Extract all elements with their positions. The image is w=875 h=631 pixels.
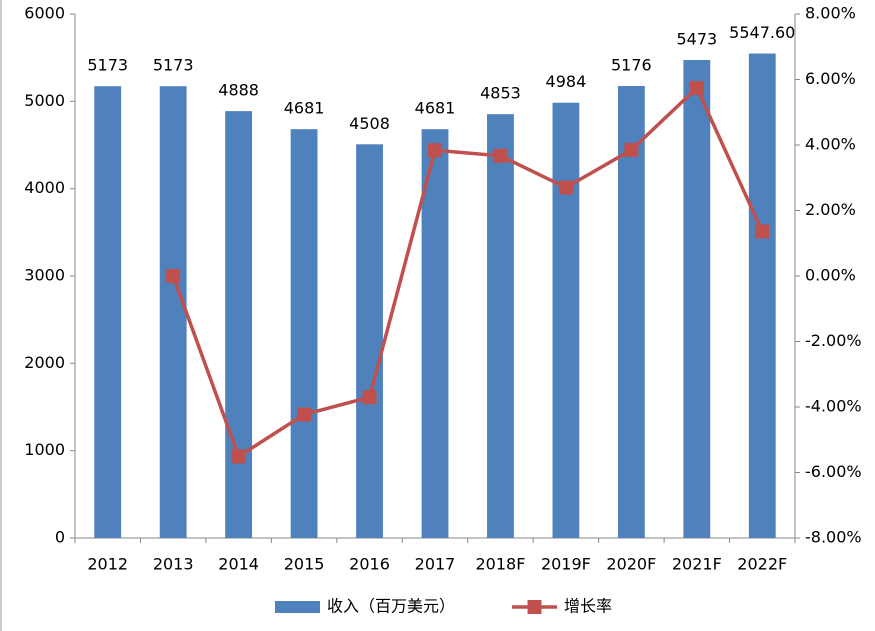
line-marker [624, 142, 639, 157]
y-tick-label: 0 [55, 528, 65, 547]
y2-tick-label: -2.00% [805, 331, 862, 350]
y2-tick-label: 4.00% [805, 135, 856, 154]
line-marker [428, 143, 442, 158]
line [171, 85, 764, 460]
y2-tick-label: 2.00% [805, 200, 856, 219]
line-marker [297, 407, 312, 422]
y-tick-label: 3000 [24, 266, 65, 285]
bar-value-label: 4888 [218, 81, 259, 100]
y2-tick-label: 6.00% [805, 69, 856, 88]
x-tick-label: 2016 [349, 555, 390, 574]
y-tick-label: 6000 [24, 4, 65, 23]
y2-tick-label: 8.00% [805, 4, 856, 23]
bar [617, 85, 645, 538]
bar-value-label: 5173 [153, 56, 194, 75]
legend-swatch-marker [527, 600, 542, 614]
x-tick-label: 2013 [153, 555, 194, 574]
line-marker [231, 449, 246, 464]
y2-tick-label: 0.00% [805, 266, 856, 285]
bar-value-label: 4853 [480, 84, 521, 103]
bar-value-label: 5176 [611, 55, 652, 74]
bar-value-label: 5473 [676, 30, 717, 49]
bar [748, 53, 776, 538]
bar [487, 114, 514, 539]
line-marker [558, 180, 573, 195]
y2-tick-label: -8.00% [805, 528, 862, 547]
y-tick-label: 4000 [24, 178, 65, 197]
x-tick-label: 2012 [87, 555, 128, 574]
y-tick-label: 2000 [24, 353, 65, 372]
y-tick-label: 5000 [24, 91, 65, 110]
bar-value-label: 5547.60 [729, 23, 795, 42]
line-marker [689, 81, 704, 96]
bar [225, 111, 253, 538]
x-tick-label: 2019F [541, 555, 591, 574]
line-marker [362, 390, 377, 405]
bar [356, 144, 383, 538]
y2-tick-label: -6.00% [805, 462, 862, 481]
legend-label: 收入（百万美元） [327, 597, 455, 616]
y2-tick-label: -4.00% [805, 397, 862, 416]
x-tick-label: 2015 [284, 555, 325, 574]
y-tick-label: 1000 [24, 440, 65, 459]
bar-value-label: 4984 [546, 72, 587, 91]
x-tick-label: 2014 [218, 555, 259, 574]
line-marker [166, 269, 181, 283]
legend-swatch [275, 601, 320, 613]
bar [94, 86, 122, 538]
x-tick-label: 2018F [475, 555, 525, 574]
line-marker [493, 148, 508, 163]
line-marker [755, 224, 770, 239]
x-tick-label: 2022F [737, 555, 787, 574]
bar-value-label: 5173 [87, 56, 128, 75]
x-tick-label: 2017 [415, 555, 456, 574]
bar [290, 129, 318, 538]
bar [421, 129, 449, 538]
bar [552, 102, 580, 539]
bar-value-label: 4508 [349, 114, 390, 133]
bar-value-label: 4681 [284, 99, 325, 118]
legend-label: 增长率 [564, 597, 612, 616]
bar [159, 86, 187, 538]
bar-value-label: 4681 [415, 99, 456, 118]
x-tick-label: 2021F [672, 555, 722, 574]
bar [683, 60, 711, 539]
x-tick-label: 2020F [606, 555, 656, 574]
